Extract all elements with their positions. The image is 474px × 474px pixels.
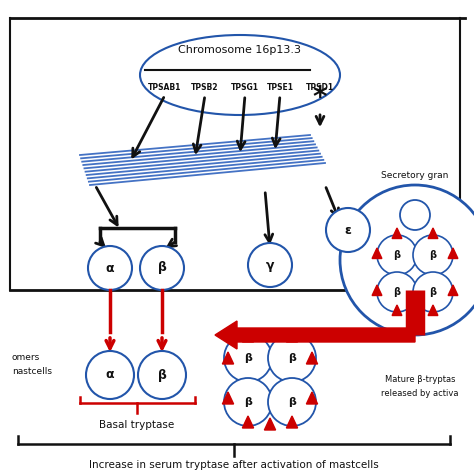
Text: β: β [393,287,401,297]
Polygon shape [222,392,234,404]
Circle shape [326,208,370,252]
Polygon shape [264,418,275,430]
Text: Chromosome 16p13.3: Chromosome 16p13.3 [179,45,301,55]
Polygon shape [428,305,438,316]
Text: α: α [106,368,114,382]
Polygon shape [286,330,298,342]
Polygon shape [306,352,318,364]
Polygon shape [306,392,318,404]
Text: Increase in serum tryptase after activation of mastcells: Increase in serum tryptase after activat… [89,460,379,470]
Circle shape [377,235,417,275]
Circle shape [248,243,292,287]
Polygon shape [448,285,458,295]
Polygon shape [222,352,234,364]
Text: omers: omers [12,354,40,363]
Circle shape [413,235,453,275]
Text: β: β [429,287,437,297]
Circle shape [88,246,132,290]
Circle shape [268,334,316,382]
Text: Basal tryptase: Basal tryptase [100,420,174,430]
Text: ε: ε [345,224,351,237]
Polygon shape [372,285,382,295]
Circle shape [268,378,316,426]
Text: γ: γ [266,258,274,272]
Text: β: β [244,353,252,363]
Circle shape [138,351,186,399]
Circle shape [400,200,430,230]
FancyArrow shape [215,321,415,349]
Circle shape [340,185,474,335]
Circle shape [413,272,453,312]
Text: TPSD1: TPSD1 [306,83,334,92]
Text: β: β [244,397,252,407]
Polygon shape [428,228,438,238]
Circle shape [86,351,134,399]
Text: α: α [106,262,114,274]
Polygon shape [392,305,402,316]
Polygon shape [372,248,382,258]
Text: TPSE1: TPSE1 [266,83,293,92]
Text: β: β [393,250,401,260]
Circle shape [224,378,272,426]
Text: TPSAB1: TPSAB1 [148,83,182,92]
Text: *: * [313,84,327,112]
Text: TPSG1: TPSG1 [231,83,259,92]
Text: nastcells: nastcells [12,367,52,376]
Text: TPSB2: TPSB2 [191,83,219,92]
Text: β: β [157,262,166,274]
Circle shape [377,272,417,312]
Text: released by activa: released by activa [381,390,459,399]
Text: β: β [288,353,296,363]
Polygon shape [448,248,458,258]
Text: β: β [157,368,166,382]
Text: β: β [288,397,296,407]
Polygon shape [392,228,402,238]
Polygon shape [242,330,254,342]
Polygon shape [286,416,298,428]
Text: β: β [429,250,437,260]
Text: Secretory gran: Secretory gran [381,171,449,180]
Polygon shape [242,416,254,428]
Text: Mature β-tryptas: Mature β-tryptas [385,375,455,384]
Circle shape [140,246,184,290]
Circle shape [224,334,272,382]
